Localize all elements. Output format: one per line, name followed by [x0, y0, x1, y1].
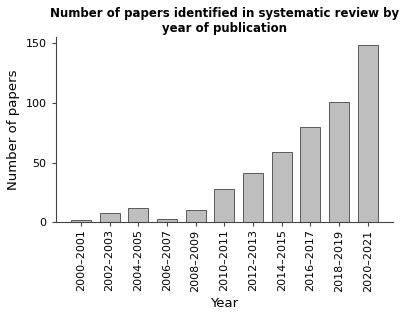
Bar [100, 213, 120, 223]
Bar [214, 189, 234, 223]
Bar [186, 210, 206, 223]
Bar [71, 220, 91, 223]
Bar [157, 219, 177, 223]
Y-axis label: Number of papers: Number of papers [7, 69, 20, 190]
Bar [272, 152, 292, 223]
X-axis label: Year: Year [210, 297, 238, 310]
Bar [128, 208, 148, 223]
Bar [300, 127, 320, 223]
Title: Number of papers identified in systematic review by year of publication: Number of papers identified in systemati… [50, 7, 399, 35]
Bar [243, 173, 263, 223]
Bar [358, 45, 378, 223]
Bar [329, 101, 349, 223]
